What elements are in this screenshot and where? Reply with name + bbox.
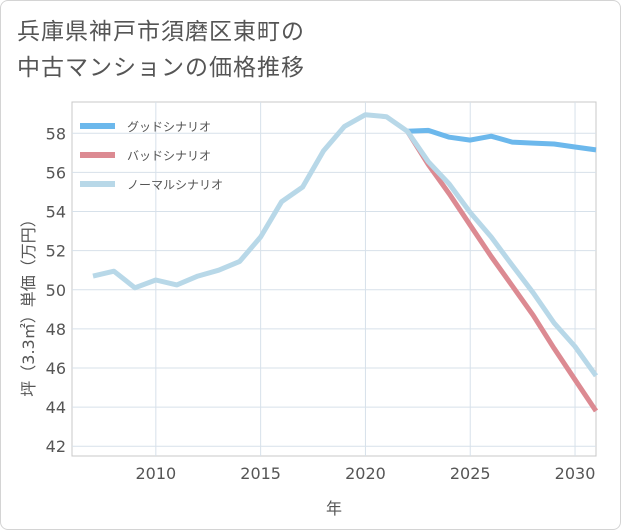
y-tick-label-56: 56 xyxy=(46,163,66,182)
x-tick-label-2015: 2015 xyxy=(240,464,281,483)
x-tick-label-2020: 2020 xyxy=(345,464,386,483)
legend-label-3: ノーマルシナリオ xyxy=(127,178,223,192)
y-tick-label-42: 42 xyxy=(46,437,66,456)
y-tick-label-52: 52 xyxy=(46,242,66,261)
series-lines xyxy=(92,112,599,413)
chart-title: 兵庫県神戸市須磨区東町の 中古マンションの価格推移 xyxy=(17,14,305,86)
series-line-3 xyxy=(92,112,599,378)
y-axis-title: 坪（3.3㎡）単価（万円） xyxy=(19,211,38,396)
y-axis-ticks: 42 44 46 48 50 52 54 56 58 xyxy=(46,124,66,456)
grid-lines xyxy=(72,102,596,456)
y-tick-label-58: 58 xyxy=(46,124,66,143)
legend-label-1: グッドシナリオ xyxy=(127,120,211,134)
y-tick-label-50: 50 xyxy=(46,281,66,300)
x-tick-label-2030: 2030 xyxy=(555,464,596,483)
series-line-2 xyxy=(405,129,599,413)
chart-title-line-2: 中古マンションの価格推移 xyxy=(17,55,305,81)
chart-title-line-1: 兵庫県神戸市須磨区東町の xyxy=(17,19,305,45)
x-tick-label-2010: 2010 xyxy=(135,464,176,483)
y-tick-label-44: 44 xyxy=(46,398,66,417)
series-line-1 xyxy=(407,127,597,153)
legend-label-2: バッドシナリオ xyxy=(127,149,211,163)
x-axis-title: 年 xyxy=(326,499,342,518)
x-axis-ticks: 2010 2015 2020 2025 2030 xyxy=(135,464,595,483)
x-tick-label-2025: 2025 xyxy=(450,464,491,483)
y-tick-label-48: 48 xyxy=(46,320,66,339)
y-tick-label-46: 46 xyxy=(46,359,66,378)
y-tick-label-54: 54 xyxy=(46,203,66,222)
